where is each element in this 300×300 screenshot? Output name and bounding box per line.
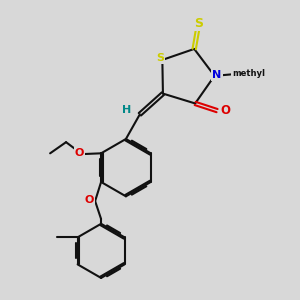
Text: O: O (85, 195, 94, 205)
Text: O: O (75, 148, 84, 158)
Text: N: N (212, 70, 221, 80)
Text: S: S (194, 17, 203, 30)
Text: methyl: methyl (232, 69, 265, 78)
Text: S: S (156, 52, 164, 62)
Text: H: H (122, 104, 132, 115)
Text: O: O (221, 104, 231, 117)
